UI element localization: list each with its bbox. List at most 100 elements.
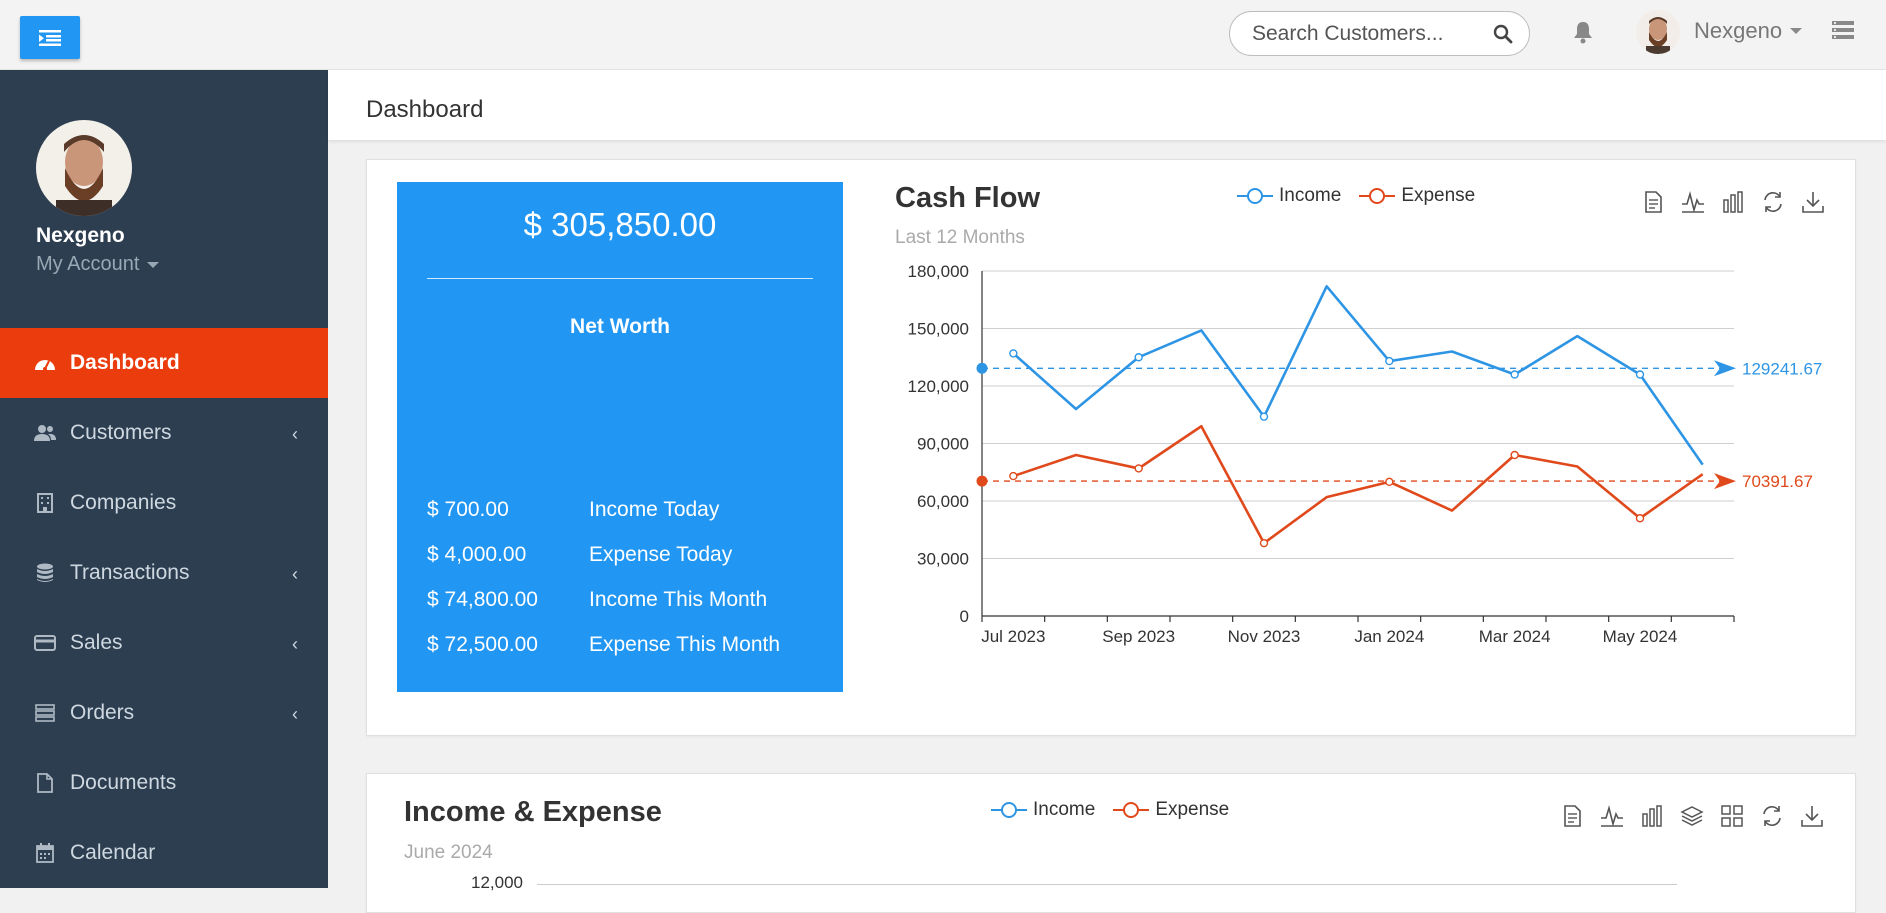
net-worth-card: $ 305,850.00 Net Worth $ 700.00 Income T… (397, 182, 843, 692)
average-start-marker (976, 362, 988, 374)
summary-row: $ 74,800.00 Income This Month (427, 588, 827, 633)
data-point (1134, 353, 1143, 362)
y-axis-tick-label: 60,000 (917, 492, 969, 511)
search-icon[interactable] (1493, 24, 1513, 44)
sidebar-item-documents[interactable]: Documents (0, 748, 328, 818)
data-point (1259, 412, 1269, 421)
data-point (1134, 464, 1143, 473)
indent-icon (39, 29, 61, 46)
refresh-icon[interactable] (1760, 804, 1784, 828)
summary-label: Expense Today (589, 543, 733, 566)
chevron-left-icon: ‹ (292, 634, 298, 654)
building-icon (34, 492, 56, 514)
page-header: Dashboard (328, 70, 1886, 140)
income-expense-legend: Income Expense (991, 799, 1247, 821)
sidebar-item-calendar[interactable]: Calendar (0, 818, 328, 888)
sidebar: Nexgeno My Account Dashboard Customers ‹… (0, 70, 328, 888)
data-view-icon[interactable] (1560, 804, 1584, 828)
document-icon (34, 772, 56, 794)
summary-label: Income Today (589, 498, 720, 521)
user-menu[interactable]: Nexgeno (1694, 18, 1803, 44)
my-account-dropdown[interactable]: My Account (36, 253, 160, 276)
user-name: Nexgeno (1694, 18, 1783, 43)
server-stack-icon[interactable] (1832, 21, 1854, 39)
x-axis-tick-label: May 2024 (1603, 627, 1678, 646)
data-point (1510, 370, 1519, 379)
income-expense-widget: Income & Expense June 2024 Income Expens… (366, 773, 1856, 913)
sidebar-toggle-button[interactable] (20, 16, 80, 59)
refresh-icon[interactable] (1761, 190, 1785, 214)
x-axis-tick-label: Jan 2024 (1354, 627, 1424, 646)
sidebar-item-dashboard[interactable]: Dashboard (0, 328, 328, 398)
download-icon[interactable] (1801, 190, 1825, 214)
database-icon (34, 562, 56, 584)
income-expense-toolbox (1560, 804, 1824, 828)
legend-line-icon (1359, 188, 1396, 204)
data-point (1009, 471, 1018, 481)
sidebar-item-label: Transactions (70, 561, 190, 584)
legend-income[interactable]: Income (991, 799, 1095, 821)
sidebar-item-label: Sales (70, 631, 123, 654)
chevron-left-icon: ‹ (292, 704, 298, 724)
grid-line (537, 884, 1677, 885)
data-point (1510, 450, 1519, 460)
server-icon (34, 702, 56, 724)
chevron-left-icon: ‹ (292, 564, 298, 584)
y-axis-tick-label: 30,000 (917, 550, 969, 569)
bell-icon[interactable] (1572, 20, 1594, 44)
search-input[interactable] (1252, 22, 1482, 46)
sidebar-item-companies[interactable]: Companies (0, 468, 328, 538)
stack-icon[interactable] (1680, 804, 1704, 828)
cash-flow-subtitle: Last 12 Months (895, 227, 1025, 248)
sidebar-nav: Dashboard Customers ‹ Companies Transact… (0, 328, 328, 888)
sidebar-item-label: Customers (70, 421, 172, 444)
legend-line-icon (991, 802, 1027, 818)
summary-row: $ 72,500.00 Expense This Month (427, 633, 827, 678)
legend-expense[interactable]: Expense (1113, 799, 1229, 821)
sidebar-item-label: Calendar (70, 841, 156, 864)
y-axis-tick-label: 180,000 (908, 262, 969, 281)
bar-chart-icon[interactable] (1640, 804, 1664, 828)
line-chart-icon[interactable] (1681, 190, 1705, 214)
my-account-label: My Account (36, 253, 140, 275)
data-point (1635, 514, 1645, 523)
bar-chart-icon[interactable] (1721, 190, 1745, 214)
sidebar-item-sales[interactable]: Sales ‹ (0, 608, 328, 678)
sidebar-item-label: Documents (70, 771, 177, 794)
summary-row: $ 700.00 Income Today (427, 498, 827, 543)
legend-label: Income (1033, 799, 1096, 820)
summary-row: $ 4,000.00 Expense Today (427, 543, 827, 588)
sidebar-item-orders[interactable]: Orders ‹ (0, 678, 328, 748)
data-point (1009, 349, 1018, 358)
legend-line-icon (1113, 802, 1150, 818)
legend-expense[interactable]: Expense (1359, 185, 1475, 207)
download-icon[interactable] (1800, 804, 1824, 828)
legend-label: Expense (1155, 799, 1230, 820)
data-point (1385, 477, 1394, 487)
income-expense-subtitle: June 2024 (404, 842, 493, 863)
sidebar-user-name: Nexgeno (36, 224, 125, 247)
x-axis-tick-label: Jul 2023 (981, 627, 1045, 646)
data-view-icon[interactable] (1641, 190, 1665, 214)
legend-label: Expense (1401, 185, 1476, 206)
x-axis-tick-label: Nov 2023 (1228, 627, 1301, 646)
sidebar-item-customers[interactable]: Customers ‹ (0, 398, 328, 468)
tiled-icon[interactable] (1720, 804, 1744, 828)
user-avatar[interactable] (1636, 10, 1680, 54)
sidebar-item-label: Dashboard (70, 351, 180, 374)
series-line-income (1012, 285, 1704, 466)
line-chart-icon[interactable] (1600, 804, 1624, 828)
average-arrow (1714, 473, 1736, 490)
legend-label: Income (1279, 185, 1342, 206)
sidebar-item-transactions[interactable]: Transactions ‹ (0, 538, 328, 608)
page-title: Dashboard (366, 96, 484, 123)
legend-income[interactable]: Income (1237, 185, 1341, 207)
data-point (1385, 356, 1394, 366)
dashboard-icon (34, 352, 56, 374)
y-axis-tick-label: 12,000 (471, 873, 523, 892)
data-point (1635, 370, 1645, 379)
search-box (1229, 11, 1530, 56)
cash-flow-chart: 0 30,000 60,000 90,000 120,000 150,000 180,000… (908, 262, 1823, 646)
divider (427, 278, 813, 279)
legend-line-icon (1237, 188, 1273, 204)
